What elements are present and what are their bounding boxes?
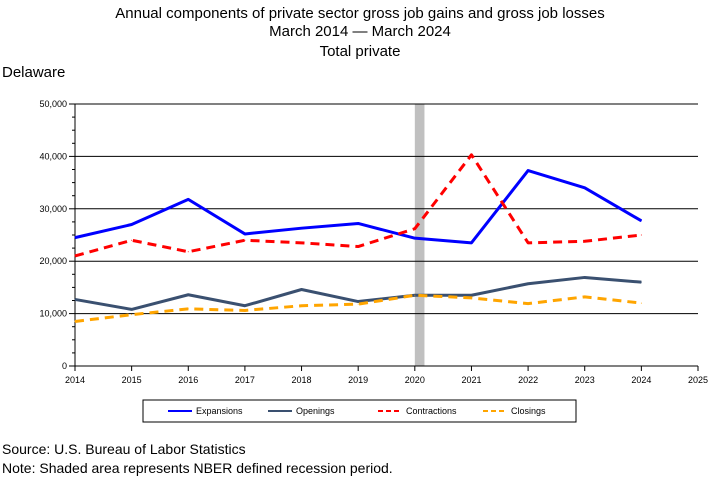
data-point-openings <box>640 281 642 283</box>
data-point-contractions <box>357 246 359 248</box>
data-point-openings <box>584 276 586 278</box>
region-label: Delaware <box>2 64 66 81</box>
data-point-expansions <box>640 220 642 222</box>
y-tick-label: 10,000 <box>39 309 67 319</box>
data-point-closings <box>470 297 472 299</box>
data-point-contractions <box>527 242 529 244</box>
data-point-expansions <box>244 233 246 235</box>
x-tick-label: 2016 <box>178 375 198 385</box>
legend <box>142 399 577 423</box>
data-point-expansions <box>131 224 133 226</box>
y-tick-label: 30,000 <box>39 204 67 214</box>
legend-label-openings: Openings <box>296 406 335 416</box>
x-tick-label: 2022 <box>518 375 538 385</box>
y-tick-label: 0 <box>62 361 67 371</box>
recession-band <box>414 104 425 366</box>
data-point-openings <box>527 283 529 285</box>
x-tick-label: 2020 <box>405 375 425 385</box>
x-tick-label: 2021 <box>461 375 481 385</box>
data-point-expansions <box>584 187 586 189</box>
data-point-closings <box>244 309 246 311</box>
data-point-contractions <box>584 240 586 242</box>
data-point-contractions <box>244 239 246 241</box>
data-point-openings <box>187 294 189 296</box>
chart-title: Annual components of private sector gros… <box>115 5 605 22</box>
chart-subtitle-period: March 2014 — March 2024 <box>269 23 451 40</box>
data-point-expansions <box>527 170 529 172</box>
chart-subtitle-industry: Total private <box>319 43 401 60</box>
data-point-openings <box>244 305 246 307</box>
data-point-closings <box>131 314 133 316</box>
data-point-openings <box>131 308 133 310</box>
data-point-closings <box>584 296 586 298</box>
x-tick-label: 2023 <box>575 375 595 385</box>
source-note: Source: U.S. Bureau of Labor Statistics <box>2 441 246 457</box>
data-point-expansions <box>301 227 303 229</box>
x-tick-label: 2014 <box>65 375 85 385</box>
data-point-closings <box>187 308 189 310</box>
data-point-closings <box>527 303 529 305</box>
data-point-closings <box>357 303 359 305</box>
data-point-closings <box>640 302 642 304</box>
y-tick-label: 20,000 <box>39 256 67 266</box>
data-point-expansions <box>470 242 472 244</box>
data-point-openings <box>357 301 359 303</box>
x-tick-label: 2019 <box>348 375 368 385</box>
legend-label-expansions: Expansions <box>196 406 243 416</box>
series-line-closings <box>74 293 642 323</box>
series-line-contractions <box>74 153 642 258</box>
data-point-expansions <box>414 237 416 239</box>
data-point-openings <box>74 298 76 300</box>
x-tick-label: 2025 <box>688 375 708 385</box>
x-tick-label: 2015 <box>122 375 142 385</box>
series-line-expansions <box>74 169 643 245</box>
y-tick-label: 50,000 <box>39 99 67 109</box>
data-point-contractions <box>131 239 133 241</box>
data-point-closings <box>414 294 416 296</box>
data-point-contractions <box>301 242 303 244</box>
recession-note: Note: Shaded area represents NBER define… <box>2 460 393 476</box>
data-point-openings <box>301 288 303 290</box>
data-point-contractions <box>640 234 642 236</box>
data-point-openings <box>470 294 472 296</box>
data-point-expansions <box>74 237 76 239</box>
data-point-closings <box>301 305 303 307</box>
legend-label-closings: Closings <box>511 406 546 416</box>
x-tick-label: 2024 <box>631 375 651 385</box>
data-point-closings <box>74 320 76 322</box>
legend-label-contractions: Contractions <box>406 406 457 416</box>
x-tick-label: 2017 <box>235 375 255 385</box>
data-point-expansions <box>187 198 189 200</box>
y-tick-label: 40,000 <box>39 151 67 161</box>
x-tick-label: 2018 <box>292 375 312 385</box>
data-point-contractions <box>74 255 76 257</box>
data-point-expansions <box>357 222 359 224</box>
data-point-contractions <box>414 228 416 230</box>
data-point-contractions <box>470 154 472 156</box>
data-point-contractions <box>187 251 189 253</box>
